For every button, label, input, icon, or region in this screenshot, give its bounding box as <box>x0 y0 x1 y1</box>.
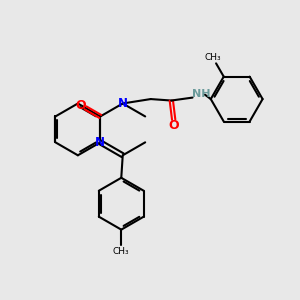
Text: CH₃: CH₃ <box>113 247 130 256</box>
Text: N: N <box>118 97 128 110</box>
Text: O: O <box>76 99 86 112</box>
Text: O: O <box>168 119 179 132</box>
Text: NH: NH <box>191 89 210 99</box>
Text: N: N <box>95 136 105 149</box>
Text: CH₃: CH₃ <box>205 53 221 62</box>
